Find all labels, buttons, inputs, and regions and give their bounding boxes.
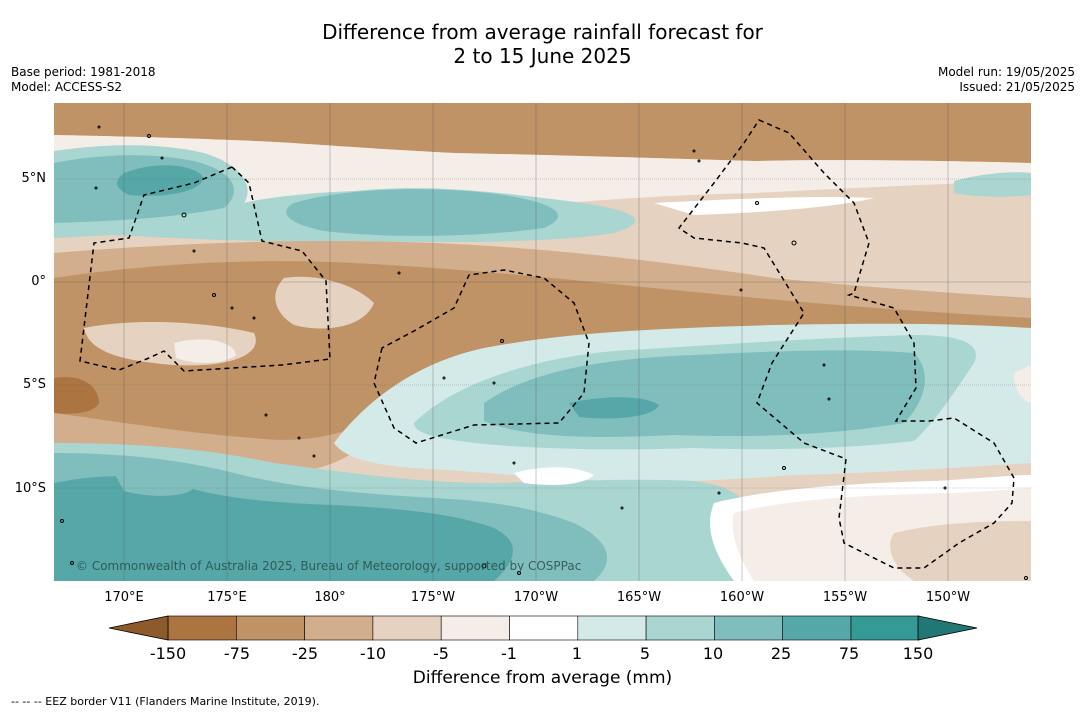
colorbar-tick: -5 xyxy=(433,644,449,663)
colorbar-swatch xyxy=(850,615,920,641)
colorbar-swatch xyxy=(236,615,305,641)
dry-patch-south-east xyxy=(890,521,1031,581)
neutral-patch-east xyxy=(1014,365,1031,403)
rainfall-map xyxy=(54,103,1031,581)
title-line-2: 2 to 15 June 2025 xyxy=(453,44,632,68)
colorbar-arrow-low xyxy=(108,615,169,641)
colorbar-tick: 75 xyxy=(838,644,860,663)
map-title: Difference from average rainfall forecas… xyxy=(0,20,1085,68)
colorbar-tick: 10 xyxy=(702,644,724,663)
lon-label-175w: 175°W xyxy=(410,590,456,605)
copyright-notice: © Commonwealth of Australia 2025, Bureau… xyxy=(76,559,582,573)
wet-core-north-west xyxy=(117,165,204,196)
lat-label-5s: 5°S xyxy=(22,377,46,392)
colorbar-tick: 25 xyxy=(770,644,792,663)
colorbar-tick: -25 xyxy=(291,644,319,663)
colorbar-arrow-high xyxy=(917,615,978,641)
colorbar-swatch xyxy=(167,615,237,641)
colorbar-tick: -75 xyxy=(223,644,251,663)
model-run: Model run: 19/05/2025 xyxy=(937,65,1075,79)
colorbar-swatch xyxy=(577,615,647,641)
lon-label-170e: 170°E xyxy=(104,590,144,605)
colorbar-swatch xyxy=(645,615,715,641)
lat-label-0: 0° xyxy=(31,274,46,289)
model-name: Model: ACCESS-S2 xyxy=(11,80,123,94)
colorbar-tick: -10 xyxy=(359,644,387,663)
wet-core-south xyxy=(569,397,659,419)
colorbar-swatch xyxy=(714,615,784,641)
colorbar-tick: -150 xyxy=(149,644,187,663)
island-coastlines xyxy=(60,125,1028,580)
graticule xyxy=(54,103,1031,581)
lon-label-165w: 165°W xyxy=(616,590,662,605)
neutral-patch-west xyxy=(174,339,236,363)
wet-patch-north-east xyxy=(954,172,1031,197)
title-line-1: Difference from average rainfall forecas… xyxy=(322,20,763,44)
wet-patch-south-west xyxy=(114,471,194,496)
dry-core-south-west xyxy=(54,377,99,414)
colorbar-tick: 5 xyxy=(639,644,651,663)
neutral-patch-south xyxy=(514,467,594,485)
issued-date: Issued: 21/05/2025 xyxy=(959,80,1075,94)
colorbar-tick: 1 xyxy=(571,644,583,663)
lon-label-175e: 175°E xyxy=(207,590,247,605)
colorbar-swatch xyxy=(304,615,374,641)
lon-label-150w: 150°W xyxy=(925,590,971,605)
wet-core-south-west xyxy=(54,476,513,581)
dry-band-north-core xyxy=(54,103,1031,145)
eez-borders xyxy=(79,119,1015,569)
lon-label-170w: 170°W xyxy=(513,590,559,605)
colorbar-title: Difference from average (mm) xyxy=(412,668,673,688)
meta-right: Model run: 19/05/2025 Issued: 21/05/2025 xyxy=(938,65,1075,95)
colorbar-tick: 150 xyxy=(902,644,934,663)
wet-band-north-central xyxy=(286,189,559,236)
lon-label-180: 180° xyxy=(314,590,346,605)
colorbar-swatch xyxy=(782,615,852,641)
light-dry-patch-center xyxy=(275,276,374,329)
eez-footnote: -- -- -- EEZ border V11 (Flanders Marine… xyxy=(11,695,320,708)
lon-label-155w: 155°W xyxy=(822,590,868,605)
lon-label-160w: 160°W xyxy=(719,590,765,605)
neutral-patch-north xyxy=(654,196,874,215)
base-period: Base period: 1981-2018 xyxy=(11,65,156,79)
colorbar-swatch xyxy=(440,615,510,641)
meta-left: Base period: 1981-2018 Model: ACCESS-S2 xyxy=(11,65,156,95)
colorbar-swatch xyxy=(372,615,442,641)
colorbar-swatch xyxy=(509,615,579,641)
colorbar xyxy=(108,615,978,641)
lat-label-5n: 5°N xyxy=(21,171,47,186)
colorbar-tick: -1 xyxy=(501,644,517,663)
lat-label-10s: 10°S xyxy=(14,481,46,496)
rainfall-map-svg xyxy=(54,103,1031,581)
